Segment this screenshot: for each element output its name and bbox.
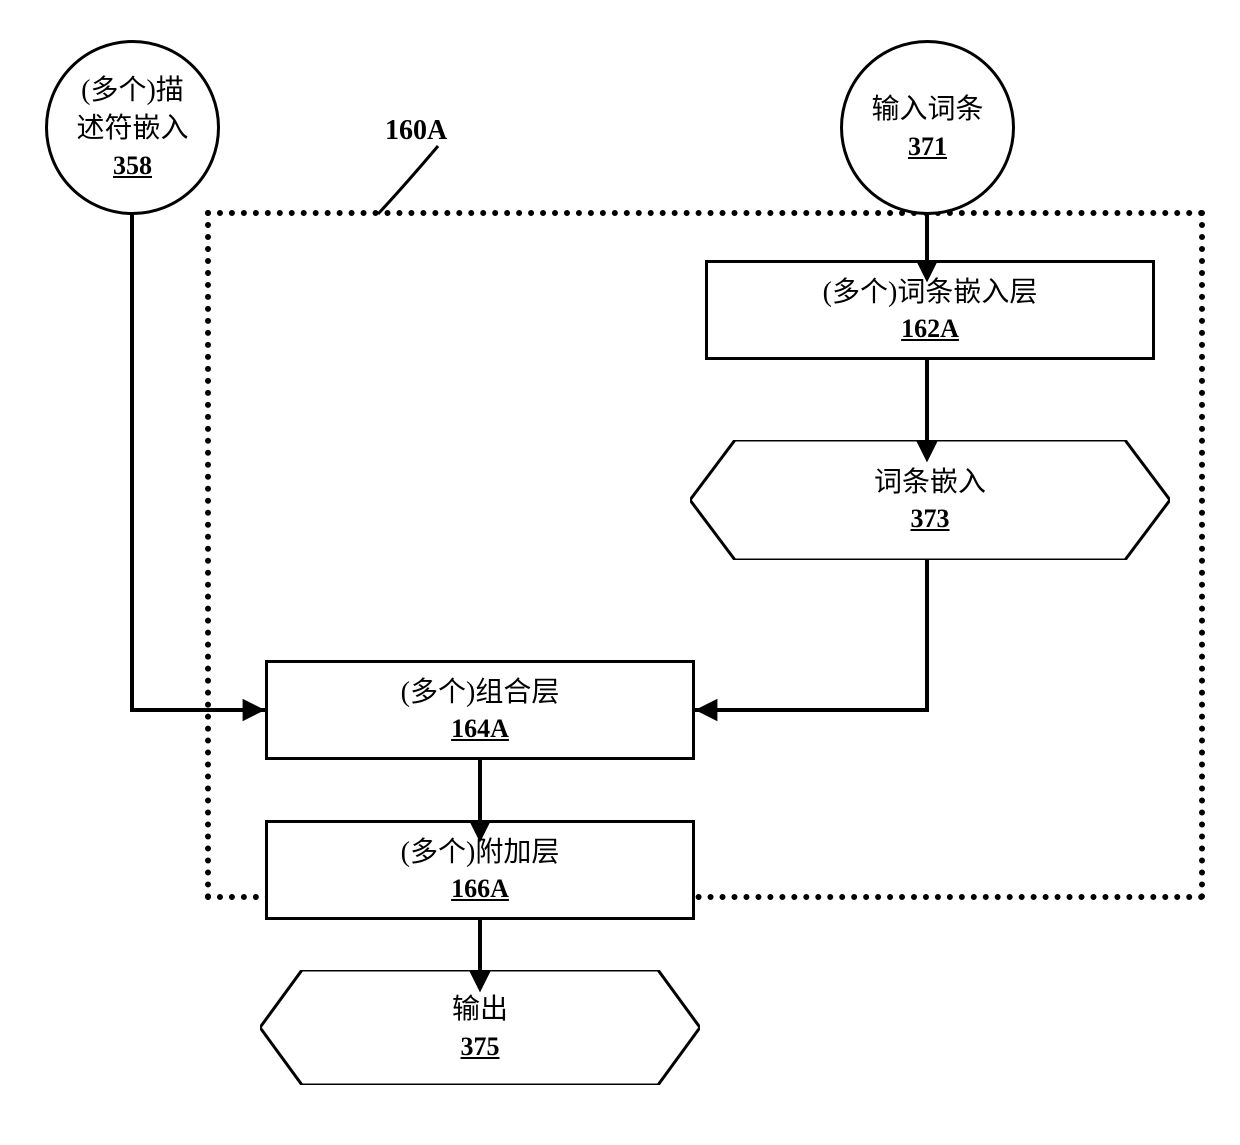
diagram-canvas: 160A (多个)描述符嵌入 358 输入词条 371 (多个)词条嵌入层 16… bbox=[0, 0, 1240, 1145]
edges-layer bbox=[0, 0, 1240, 1145]
edge-term-to-combine bbox=[695, 560, 927, 710]
edge-desc-to-combine bbox=[132, 215, 265, 710]
